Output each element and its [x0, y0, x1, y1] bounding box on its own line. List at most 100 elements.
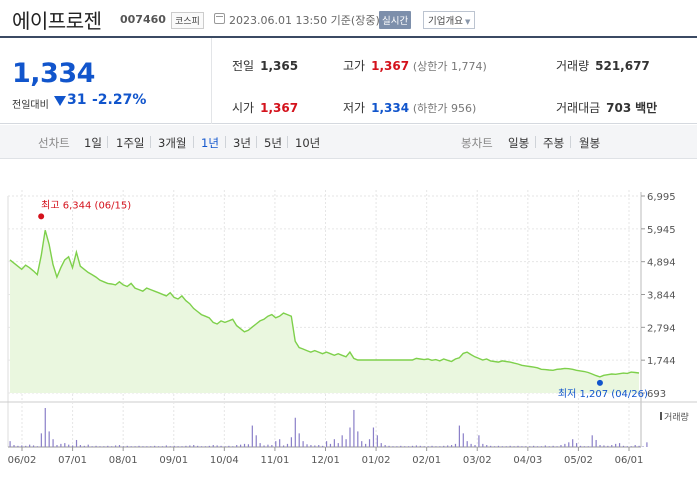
tab-daily[interactable]: 일봉 [508, 136, 530, 150]
volume-bar [400, 445, 402, 447]
volume-bar [505, 446, 507, 447]
volume-bar [200, 446, 203, 447]
tab-3m[interactable]: 3개월 [158, 136, 187, 150]
volume-bar [181, 446, 183, 447]
volume-bar [247, 444, 250, 447]
volume-bar [325, 441, 328, 447]
volume-bar [286, 443, 289, 447]
volume-bar [64, 443, 66, 447]
volume-bar [255, 435, 257, 447]
volume-bar [540, 446, 543, 447]
volume-bar [380, 443, 382, 447]
volume-bar [587, 446, 589, 447]
volume-bar [279, 439, 281, 447]
volume-bar [318, 445, 320, 447]
tab-1w[interactable]: 1주일 [116, 136, 145, 150]
tab-divider [570, 136, 571, 148]
volume-bar [415, 445, 418, 447]
volume-bar [572, 439, 574, 447]
volume-bar [466, 441, 468, 447]
volume-bar [443, 445, 445, 447]
volume-bar [79, 445, 82, 447]
tab-3y[interactable]: 3년 [233, 136, 251, 150]
y-tick-label: 5,945 [647, 225, 676, 236]
volume-bar [493, 446, 496, 447]
tab-1d[interactable]: 1일 [84, 136, 102, 150]
x-tick-label: 06/01 [615, 455, 644, 466]
volume-bar [44, 408, 46, 447]
volume-bar [87, 444, 89, 447]
trade-value-unit: 백만 [635, 101, 658, 115]
volume-bar [9, 441, 11, 447]
stock-header: 에이프로젠 007460 코스피 2023.06.01 13:50 기준(장중)… [0, 0, 697, 36]
volume-bar [228, 445, 230, 447]
volume-bar [138, 445, 140, 447]
tab-5y[interactable]: 5년 [264, 136, 282, 150]
volume-bar [204, 446, 207, 447]
trade-value: 거래대금 703 백만 [556, 99, 657, 116]
volume-bar [634, 445, 636, 447]
volume-bar [474, 445, 476, 447]
volume-bar [208, 445, 210, 447]
volume-bar [25, 445, 27, 447]
volume-bar [404, 446, 406, 447]
market-badge: 코스피 [171, 12, 204, 29]
volume-bar [251, 425, 253, 447]
volume-bar [392, 446, 394, 447]
volume-bar [552, 445, 554, 447]
volume-bar [122, 446, 124, 447]
trade-value-label: 거래대금 [556, 101, 601, 115]
volume-bar [333, 439, 335, 447]
volume-bar [365, 443, 367, 447]
volume-bar [165, 445, 167, 447]
realtime-button[interactable]: 실시간 [379, 11, 412, 29]
current-price: 1,334 [12, 58, 95, 89]
company-info-label: 기업개요 [428, 16, 463, 27]
x-tick-label: 03/02 [463, 455, 492, 466]
volume-bar [259, 443, 261, 447]
volume-bar [36, 446, 39, 447]
y-tick-label: 1,744 [647, 356, 676, 367]
current-price-panel: 1,334 전일대비 31 -2.27% [0, 38, 212, 124]
volume-bar [431, 445, 433, 447]
calendar-icon [214, 13, 225, 24]
upper-limit: (상한가 1,774) [412, 60, 487, 73]
x-tick-label: 04/03 [513, 455, 542, 466]
volume-bar [189, 445, 191, 447]
volume-bar [630, 446, 632, 447]
tab-1y[interactable]: 1년 [201, 136, 219, 150]
volume-bar [75, 439, 78, 447]
volume-bar [357, 431, 359, 447]
volume-bar [372, 427, 375, 447]
tab-divider [193, 136, 194, 148]
volume: 거래량 521,677 [556, 57, 650, 74]
volume-bar [599, 445, 601, 447]
volume-bar [13, 445, 15, 447]
max-marker [38, 213, 45, 220]
volume-bar [72, 445, 74, 447]
volume-legend-label: 거래량 [664, 411, 689, 423]
lower-limit: (하한가 956) [412, 102, 477, 115]
volume-bar [271, 445, 273, 447]
tab-10y[interactable]: 10년 [295, 136, 321, 150]
volume-bar [232, 446, 234, 447]
volume-bar [130, 446, 132, 447]
volume-bar [294, 417, 296, 447]
tab-divider [535, 136, 536, 148]
volume-bar [642, 446, 644, 447]
volume-bar [568, 442, 570, 447]
volume-bar [60, 443, 62, 447]
volume-bar [83, 445, 85, 447]
volume-bar [263, 445, 265, 447]
volume-bar [68, 444, 70, 447]
tab-monthly[interactable]: 월봉 [579, 136, 601, 150]
tab-weekly[interactable]: 주봉 [543, 136, 565, 150]
x-tick-label: 02/01 [412, 455, 441, 466]
volume-bar [407, 446, 410, 447]
chevron-down-icon: ▼ [464, 18, 471, 26]
down-triangle-icon [54, 96, 66, 106]
volume-bar [118, 445, 121, 447]
volume-bar [146, 446, 148, 447]
timestamp: 2023.06.01 13:50 기준(장중) [229, 14, 380, 27]
company-info-dropdown[interactable]: 기업개요 ▼ [423, 11, 476, 29]
